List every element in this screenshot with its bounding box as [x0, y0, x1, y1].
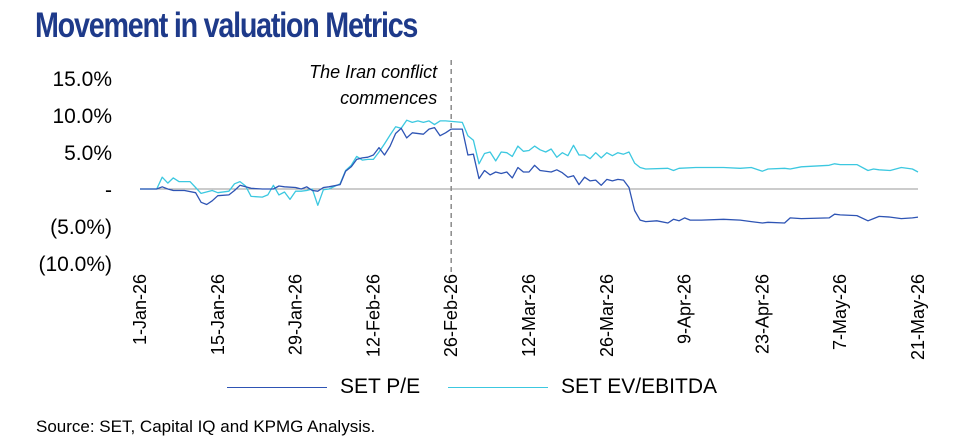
x-tick-label: 12-Feb-26	[363, 274, 383, 357]
legend-label-set-pe: SET P/E	[340, 375, 421, 398]
x-tick-label: 23-Apr-26	[752, 274, 772, 354]
chart-title: Movement in valuation Metrics	[35, 6, 418, 45]
legend-swatch-set-ev-ebitda	[448, 387, 548, 388]
x-tick-label: 26-Feb-26	[441, 274, 461, 357]
x-tick-label: 29-Jan-26	[286, 274, 306, 355]
series-line-set-ev-ebitda	[140, 119, 919, 206]
y-tick-label: 5.0%	[64, 142, 112, 165]
x-tick-label: 9-Apr-26	[675, 274, 695, 344]
x-tick-label: 21-May-26	[908, 274, 928, 360]
annotation-line-2: commences	[340, 88, 437, 108]
x-tick-label: 26-Mar-26	[597, 274, 617, 357]
x-tick-label: 7-May-26	[830, 274, 850, 350]
y-tick-label: 15.0%	[52, 68, 112, 91]
annotation-line-1: The Iran conflict	[309, 62, 438, 82]
x-tick-label: 12-Mar-26	[519, 274, 539, 357]
y-tick-label: (10.0%)	[38, 253, 112, 276]
x-tick-label: 1-Jan-26	[130, 274, 150, 345]
source-note: Source: SET, Capital IQ and KPMG Analysi…	[36, 417, 376, 436]
x-tick-label: 15-Jan-26	[208, 274, 228, 355]
legend-swatch-set-pe	[227, 387, 327, 388]
y-tick-label: (5.0%)	[50, 216, 112, 239]
y-axis: 15.0% 10.0% 5.0% - (5.0%) (10.0%)	[38, 68, 112, 276]
y-tick-label: -	[105, 179, 112, 202]
x-axis: 1-Jan-26 15-Jan-26 29-Jan-26 12-Feb-26 26-Fe…	[130, 274, 928, 360]
line-chart: 15.0% 10.0% 5.0% - (5.0%) (10.0%) 1-Jan-26 15-…	[38, 60, 928, 360]
legend-label-set-ev-ebitda: SET EV/EBITDA	[561, 375, 717, 398]
y-tick-label: 10.0%	[52, 105, 112, 128]
series-line-set-p-e	[140, 126, 919, 224]
series-layer	[140, 119, 919, 224]
legend: SET P/E SET EV/EBITDA	[0, 372, 955, 402]
